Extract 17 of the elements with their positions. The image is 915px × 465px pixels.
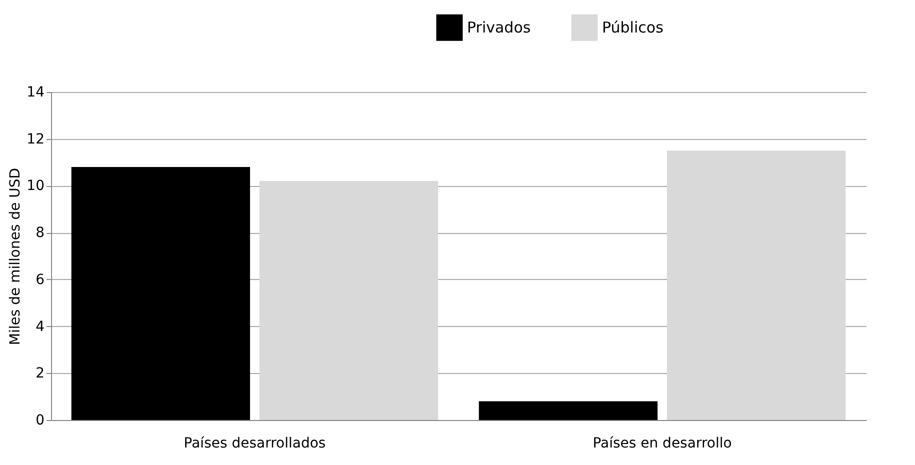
legend-label: Públicos — [602, 18, 664, 37]
legend-label: Privados — [467, 18, 531, 37]
y-tick-label: 12 — [26, 131, 44, 148]
bar — [71, 166, 250, 420]
y-tick-label: 0 — [36, 412, 44, 428]
y-tick-label: 10 — [26, 178, 44, 194]
bar — [478, 401, 658, 420]
bar — [666, 150, 846, 420]
bar — [259, 181, 438, 420]
y-axis-title: Miles de millones de USD — [8, 168, 24, 346]
y-tick-label: 14 — [26, 84, 45, 100]
y-tick-label: 2 — [36, 366, 44, 382]
x-tick-label: Países desarrollados — [184, 436, 326, 452]
y-tick-label: 4 — [36, 318, 45, 335]
x-tick-label: Países en desarrollo — [592, 436, 732, 452]
y-tick-label: 6 — [36, 272, 45, 288]
y-tick-label: 8 — [36, 225, 44, 242]
